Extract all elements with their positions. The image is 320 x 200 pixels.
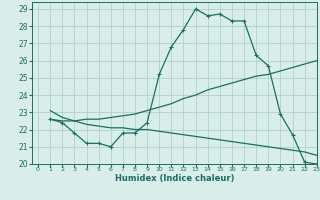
- X-axis label: Humidex (Indice chaleur): Humidex (Indice chaleur): [115, 174, 234, 183]
